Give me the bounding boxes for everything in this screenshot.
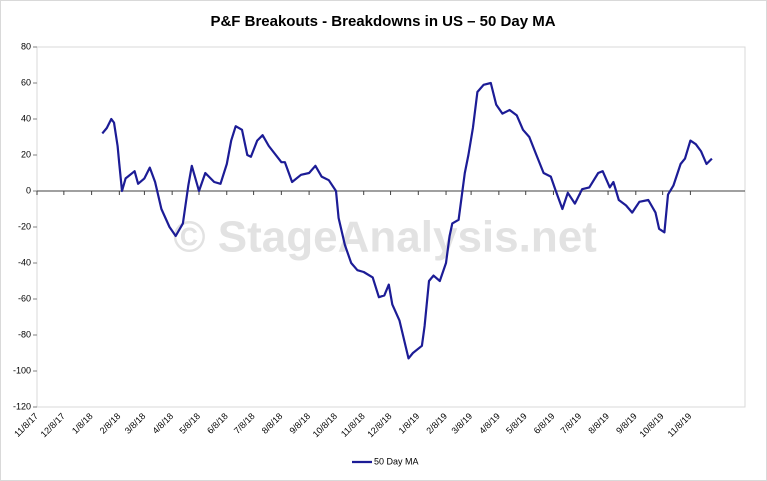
y-tick-label: 20: [21, 149, 31, 159]
y-tick-label: -60: [18, 293, 31, 303]
watermark: © StageAnalysis.net: [173, 213, 597, 262]
series-line: [101, 81, 713, 360]
y-tick-label: 0: [26, 185, 31, 195]
y-tick-label: 60: [21, 77, 31, 87]
y-tick-label: -120: [13, 401, 31, 411]
legend-label: 50 Day MA: [374, 456, 419, 466]
chart-title: P&F Breakouts - Breakdowns in US – 50 Da…: [210, 13, 555, 30]
y-tick-label: -20: [18, 221, 31, 231]
y-tick-label: -40: [18, 257, 31, 267]
y-tick-label: 40: [21, 113, 31, 123]
y-tick-label: -80: [18, 329, 31, 339]
y-tick-label: -100: [13, 365, 31, 375]
y-tick-label: 80: [21, 41, 31, 51]
